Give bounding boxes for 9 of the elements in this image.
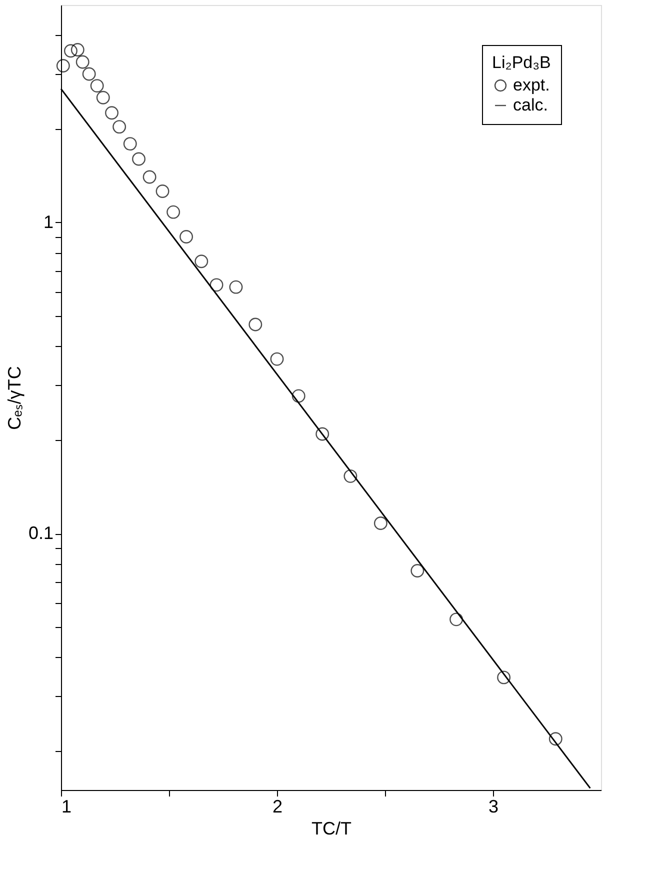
y-tick-label: 0.1 <box>28 523 54 544</box>
x-tick-label: 3 <box>488 796 499 816</box>
y-axis-title: Cₑₛ/γTC <box>4 366 24 430</box>
legend-title: Li₂Pd₃B <box>492 53 551 72</box>
legend-label: calc. <box>513 96 548 114</box>
legend-label: expt. <box>513 76 550 94</box>
x-axis-title: TC/T <box>312 818 352 838</box>
x-tick-label: 2 <box>272 796 283 816</box>
x-tick-label: 1 <box>62 796 72 816</box>
